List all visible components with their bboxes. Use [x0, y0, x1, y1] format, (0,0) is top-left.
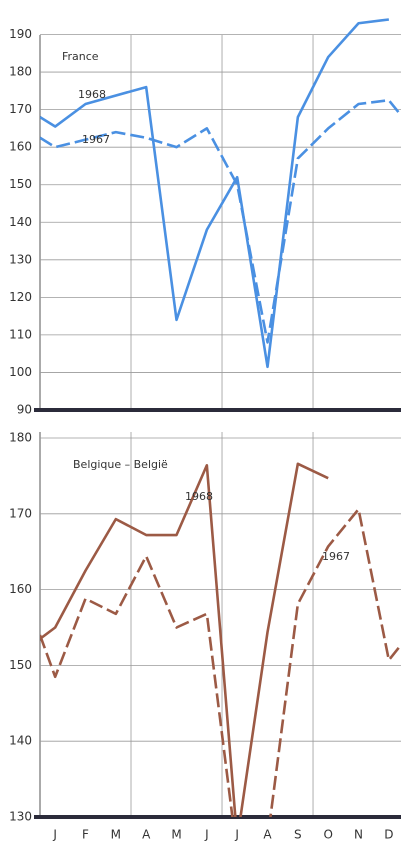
y-tick-label: 150: [9, 658, 32, 672]
series-line: [40, 507, 401, 817]
panel-title: France: [62, 50, 99, 63]
y-tick-label: 130: [9, 810, 32, 824]
y-tick-label: 170: [9, 102, 32, 116]
x-tick-label: D: [384, 828, 393, 842]
series-label: 1967: [322, 550, 350, 563]
x-tick-label: J: [204, 828, 209, 842]
y-tick-label: 140: [9, 215, 32, 229]
y-tick-label: 130: [9, 252, 32, 266]
y-tick-label: 170: [9, 506, 32, 520]
series-label: 1968: [185, 490, 213, 503]
y-tick-label: 180: [9, 431, 32, 445]
series-line: [40, 98, 401, 344]
y-tick-label: 120: [9, 290, 32, 304]
x-tick-label: J: [234, 828, 239, 842]
y-tick-label: 140: [9, 734, 32, 748]
y-tick-label: 160: [9, 582, 32, 596]
y-tick-label: 100: [9, 365, 32, 379]
series-line: [40, 18, 390, 369]
plot-area: [40, 18, 401, 369]
y-tick-label: 110: [9, 327, 32, 341]
x-tick-label: A: [263, 828, 272, 842]
series-line: [40, 462, 329, 817]
y-tick-label: 190: [9, 27, 32, 41]
x-tick-label: F: [82, 828, 89, 842]
y-tick-label: 160: [9, 140, 32, 154]
x-tick-label: M: [111, 828, 121, 842]
plot-area: [40, 462, 401, 817]
panel-title: Belgique – België: [73, 458, 168, 471]
y-tick-label: 90: [17, 403, 32, 417]
series-label: 1967: [82, 133, 110, 146]
series-label: 1968: [78, 88, 106, 101]
x-tick-label: O: [323, 828, 332, 842]
y-tick-label: 180: [9, 65, 32, 79]
x-tick-label: S: [294, 828, 302, 842]
x-tick-label: M: [171, 828, 181, 842]
x-tick-label: A: [142, 828, 151, 842]
x-tick-label: N: [354, 828, 363, 842]
y-tick-label: 150: [9, 177, 32, 191]
x-tick-label: J: [52, 828, 57, 842]
